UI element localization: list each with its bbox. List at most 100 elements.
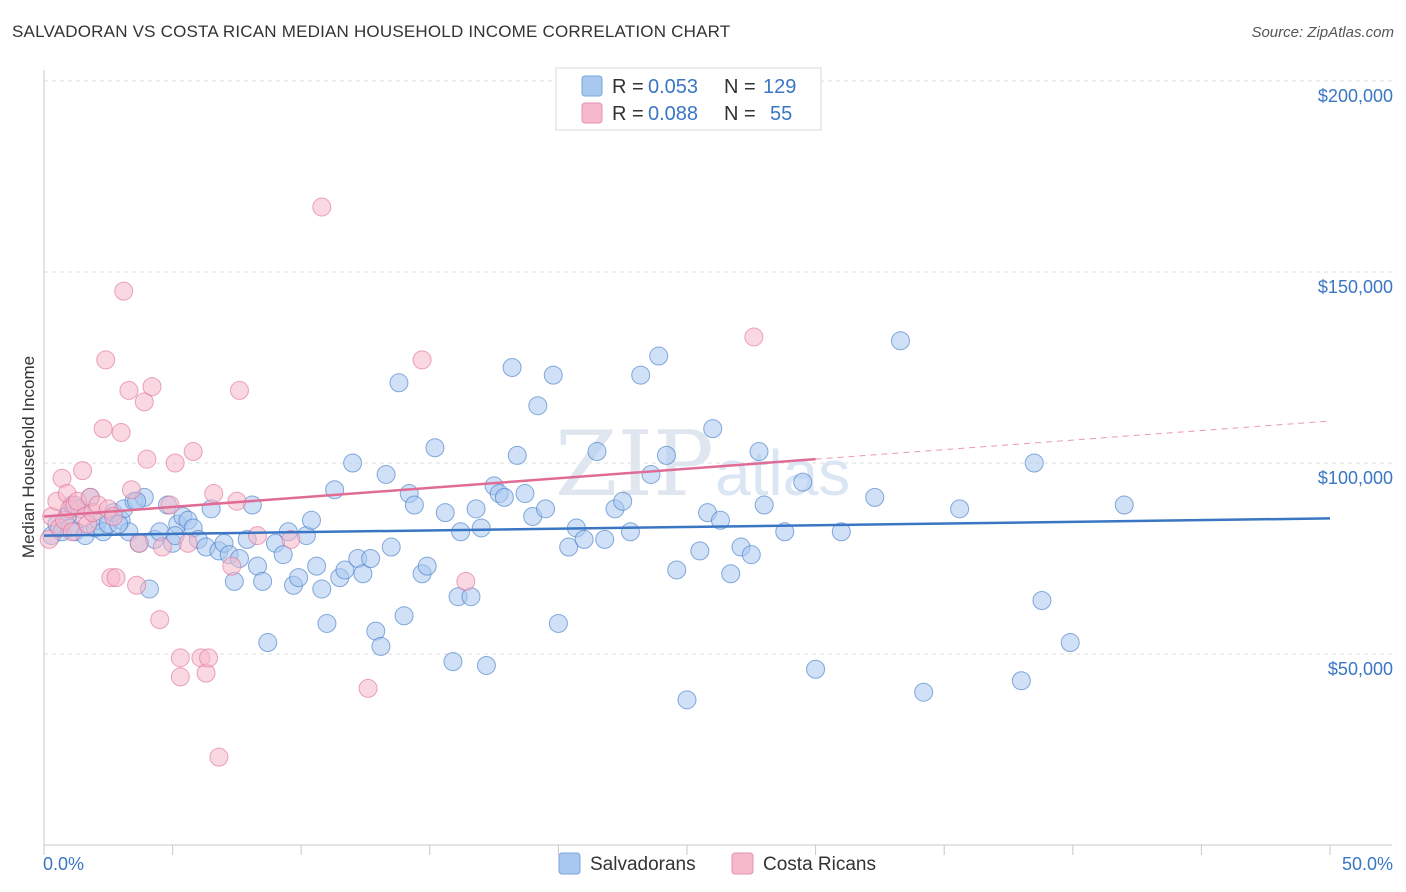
salvadoran-point-117 xyxy=(865,487,885,507)
salvadoran-point-67 xyxy=(404,495,424,515)
costa-rican-point-31 xyxy=(142,377,162,397)
salvadoran-point-59 xyxy=(361,549,381,568)
salvadoran-point-83 xyxy=(507,445,527,465)
salvadoran-point-123 xyxy=(1032,591,1052,611)
source-label: Source: ZipAtlas.com xyxy=(1251,24,1394,41)
salvadoran-point-100 xyxy=(649,346,669,366)
costa-rican-point-43 xyxy=(204,484,224,504)
salvadoran-point-113 xyxy=(775,522,795,542)
salvadoran-point-90 xyxy=(559,537,579,557)
costa-rican-point-27 xyxy=(127,575,147,595)
salvadoran-point-88 xyxy=(543,365,563,385)
x-tick-label-1: 50.0% xyxy=(1342,854,1393,874)
watermark-atlas: atlas xyxy=(715,437,850,509)
salvadoran-point-87 xyxy=(536,499,556,519)
costa-rican-point-44 xyxy=(209,747,229,767)
salvadoran-point-94 xyxy=(595,529,615,549)
y-tick-label-3: $200,000 xyxy=(1318,86,1393,106)
trend-lines xyxy=(43,420,1331,537)
salvadoran-point-55 xyxy=(335,560,355,580)
salvadoran-point-61 xyxy=(371,636,391,656)
salvadoran-point-96 xyxy=(613,491,633,511)
y-tick-label-0: $50,000 xyxy=(1328,659,1393,679)
costa-rican-point-42 xyxy=(199,648,219,668)
bottom-legend-swatch-costa-ricans xyxy=(731,852,754,875)
salvadoran-point-116 xyxy=(831,522,851,542)
salvadoran-point-99 xyxy=(641,464,661,484)
salvadoran-point-118 xyxy=(890,331,910,351)
salvadoran-point-41 xyxy=(253,571,273,591)
costa-rican-point-50 xyxy=(312,197,332,217)
salvadoran-point-70 xyxy=(425,438,445,458)
salvadoran-point-97 xyxy=(620,522,640,542)
salvadoran-point-58 xyxy=(353,564,373,584)
x-tick-labels: 0.0% 50.0% xyxy=(43,854,1393,874)
salvadoran-point-86 xyxy=(528,396,548,416)
salvadoran-point-119 xyxy=(914,682,934,702)
salvadoran-point-104 xyxy=(690,541,710,561)
salvadoran-point-125 xyxy=(1114,495,1134,515)
salvadoran-point-84 xyxy=(515,484,535,504)
salvadoran-point-42 xyxy=(258,633,278,653)
salvadoran-point-49 xyxy=(301,510,321,530)
salvadoran-point-62 xyxy=(376,464,396,484)
costa-rican-point-53 xyxy=(456,571,476,591)
costa-rican-point-34 xyxy=(160,495,180,515)
costa-rican-point-37 xyxy=(170,667,190,687)
bottom-legend-swatch-salvadorans xyxy=(558,852,581,875)
bottom-legend-label-costa-ricans: Costa Ricans xyxy=(763,854,876,875)
salvadoran-point-51 xyxy=(312,579,332,599)
bottom-legend: Salvadorans Costa Ricans xyxy=(558,852,876,875)
salvadoran-trend-line xyxy=(43,517,1331,537)
costa-rican-point-17 xyxy=(93,419,113,439)
watermark-zip: ZIP xyxy=(555,412,714,517)
y-tick-label-1: $100,000 xyxy=(1318,468,1393,488)
salvadoran-point-77 xyxy=(471,518,491,538)
legend-n-value-2: 55 xyxy=(770,103,792,125)
costa-rican-point-35 xyxy=(165,453,185,473)
salvadoran-point-76 xyxy=(466,499,486,519)
salvadoran-point-74 xyxy=(451,522,471,542)
salvadoran-point-63 xyxy=(381,537,401,557)
salvadoran-point-103 xyxy=(677,690,697,710)
costa-rican-point-22 xyxy=(106,568,126,588)
costa-rican-point-45 xyxy=(222,556,242,576)
salvadoran-point-72 xyxy=(443,652,463,672)
costa-rican-trend-extension xyxy=(815,420,1331,460)
axes xyxy=(43,70,1392,855)
costa-rican-point-32 xyxy=(150,610,170,630)
salvadoran-point-106 xyxy=(703,419,723,439)
costa-rican-point-28 xyxy=(129,533,149,553)
salvadoran-point-93 xyxy=(587,442,607,462)
salvadoran-point-65 xyxy=(394,606,414,626)
costa-rican-point-49 xyxy=(281,529,301,549)
chart-title: SALVADORAN VS COSTA RICAN MEDIAN HOUSEHO… xyxy=(12,22,731,41)
salvadoran-point-64 xyxy=(389,373,409,393)
costa-rican-point-30 xyxy=(137,449,157,469)
costa-rican-point-29 xyxy=(134,392,154,412)
legend-swatch-costa-ricans xyxy=(581,102,603,124)
costa-rican-point-54 xyxy=(744,327,764,347)
costa-rican-point-47 xyxy=(229,380,249,400)
legend-r-label-2: R = xyxy=(612,103,644,125)
legend-r-value-1: 0.053 xyxy=(648,76,698,98)
bottom-legend-label-salvadorans: Salvadorans xyxy=(590,854,696,875)
costa-rican-point-36 xyxy=(170,648,190,668)
salvadoran-point-122 xyxy=(1024,453,1044,473)
salvadoran-point-69 xyxy=(417,556,437,576)
costa-rican-points xyxy=(39,197,764,767)
salvadoran-point-71 xyxy=(435,503,455,523)
salvadoran-point-98 xyxy=(631,365,651,385)
salvadoran-point-78 xyxy=(476,655,496,675)
x-tick-label-0: 0.0% xyxy=(43,854,84,874)
salvadoran-point-112 xyxy=(754,495,774,515)
costa-rican-point-18 xyxy=(96,350,116,370)
salvadoran-point-110 xyxy=(741,545,761,565)
grid-lines xyxy=(44,80,1392,655)
salvadoran-point-56 xyxy=(343,453,363,473)
costa-rican-point-39 xyxy=(183,442,203,462)
costa-rican-point-38 xyxy=(178,533,198,553)
y-axis-title: Median Household Income xyxy=(19,356,38,558)
salvadoran-point-82 xyxy=(502,358,522,377)
